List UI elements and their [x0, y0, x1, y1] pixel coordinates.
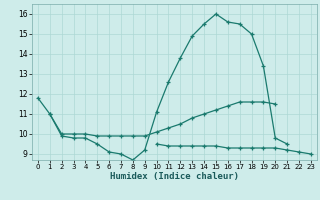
X-axis label: Humidex (Indice chaleur): Humidex (Indice chaleur): [110, 172, 239, 181]
